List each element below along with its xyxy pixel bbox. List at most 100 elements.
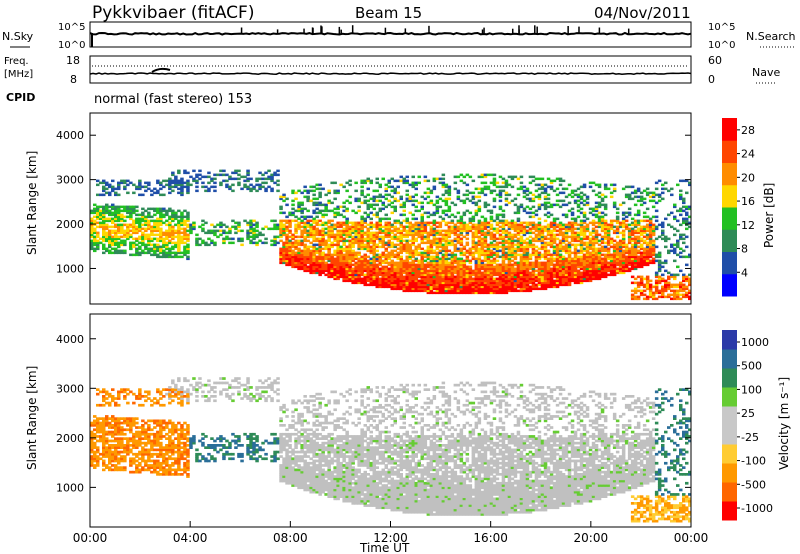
scatter-cell (438, 267, 443, 271)
scatter-cell (420, 255, 424, 259)
scatter-cell (396, 229, 400, 233)
scatter-cell (390, 189, 394, 193)
scatter-cell (441, 275, 446, 279)
scatter-cell (426, 285, 431, 289)
scatter-cell (510, 281, 515, 285)
scatter-cell (315, 203, 319, 207)
scatter-cell (408, 255, 412, 259)
scatter-cell (327, 271, 331, 275)
scatter-cell (594, 225, 599, 229)
scatter-cell (177, 209, 181, 213)
scatter-cell (312, 263, 316, 267)
scatter-cell (306, 251, 310, 255)
scatter-cell (531, 271, 536, 275)
scatter-cell (576, 261, 581, 265)
scatter-cell (315, 261, 319, 265)
scatter-cell (300, 239, 304, 243)
scatter-cell (390, 253, 394, 257)
scatter-cell (279, 221, 283, 225)
scatter-cell (546, 269, 551, 273)
scatter-cell (324, 267, 328, 271)
scatter-cell (393, 221, 397, 225)
scatter-cell (378, 219, 382, 223)
scatter-cell (330, 255, 334, 259)
scatter-cell (579, 245, 584, 249)
scatter-cell (249, 183, 253, 187)
scatter-cell (309, 185, 313, 189)
scatter-cell (384, 255, 388, 259)
scatter-cell (387, 185, 391, 189)
scatter-cell (549, 273, 554, 277)
scatter-cell (420, 237, 424, 241)
scatter-cell (519, 223, 524, 227)
scatter-cell (162, 255, 166, 259)
scatter-cell (360, 215, 364, 219)
scatter-cell (276, 183, 280, 187)
scatter-cell (372, 265, 376, 269)
scatter-cell (582, 279, 587, 283)
scatter-cell (333, 243, 337, 247)
scatter-cell (144, 185, 148, 189)
scatter-cell (117, 229, 121, 233)
scatter-cell (594, 207, 599, 211)
scatter-cell (411, 213, 415, 217)
scatter-cell (165, 247, 169, 251)
scatter-cell (303, 237, 307, 241)
scatter-cell (624, 259, 629, 263)
scatter-cell (567, 223, 572, 227)
scatter-cell (285, 247, 289, 251)
scatter-cell (423, 197, 428, 201)
scatter-cell (288, 255, 292, 259)
scatter-cell (489, 225, 494, 229)
scatter-cell (558, 257, 563, 261)
scatter-cell (282, 199, 286, 203)
scatter-cell (462, 221, 467, 225)
scatter-cell (546, 241, 551, 245)
scatter-cell (336, 275, 340, 279)
scatter-cell (420, 267, 424, 271)
scatter-cell (390, 261, 394, 265)
scatter-cell (489, 223, 494, 227)
scatter-cell (141, 217, 145, 221)
scatter-cell (624, 255, 629, 259)
scatter-cell (468, 261, 473, 265)
scatter-cell (282, 229, 286, 233)
scatter-cell (456, 281, 461, 285)
scatter-cell (96, 241, 100, 245)
scatter-cell (330, 259, 334, 263)
scatter-cell (471, 233, 476, 237)
scatter-cell (501, 225, 506, 229)
scatter-cell (390, 223, 394, 227)
scatter-cell (438, 223, 443, 227)
scatter-cell (555, 237, 560, 241)
scatter-cell (441, 253, 446, 257)
scatter-cell (567, 271, 572, 275)
scatter-cell (441, 283, 446, 287)
scatter-cell (366, 261, 370, 265)
scatter-cell (447, 243, 452, 247)
scatter-cell (531, 225, 536, 229)
scatter-cell (207, 231, 211, 235)
scatter-cell (432, 273, 437, 277)
scatter-cell (435, 211, 440, 215)
scatter-cell (426, 239, 431, 243)
scatter-cell (627, 241, 632, 245)
scatter-cell (528, 281, 533, 285)
scatter-cell (186, 239, 190, 243)
scatter-cell (360, 271, 364, 275)
scatter-cell (618, 241, 623, 245)
scatter-cell (543, 183, 548, 187)
scatter-cell (246, 223, 250, 227)
scatter-cell (435, 243, 440, 247)
scatter-cell (489, 191, 494, 195)
scatter-cell (621, 253, 626, 257)
scatter-cell (315, 271, 319, 275)
scatter-cell (288, 259, 292, 263)
scatter-cell (276, 241, 280, 245)
scatter-cell (378, 259, 382, 263)
scatter-cell (462, 181, 467, 185)
scatter-cell (369, 249, 373, 253)
scatter-cell (93, 241, 97, 245)
scatter-cell (219, 225, 223, 229)
scatter-cell (597, 211, 602, 215)
